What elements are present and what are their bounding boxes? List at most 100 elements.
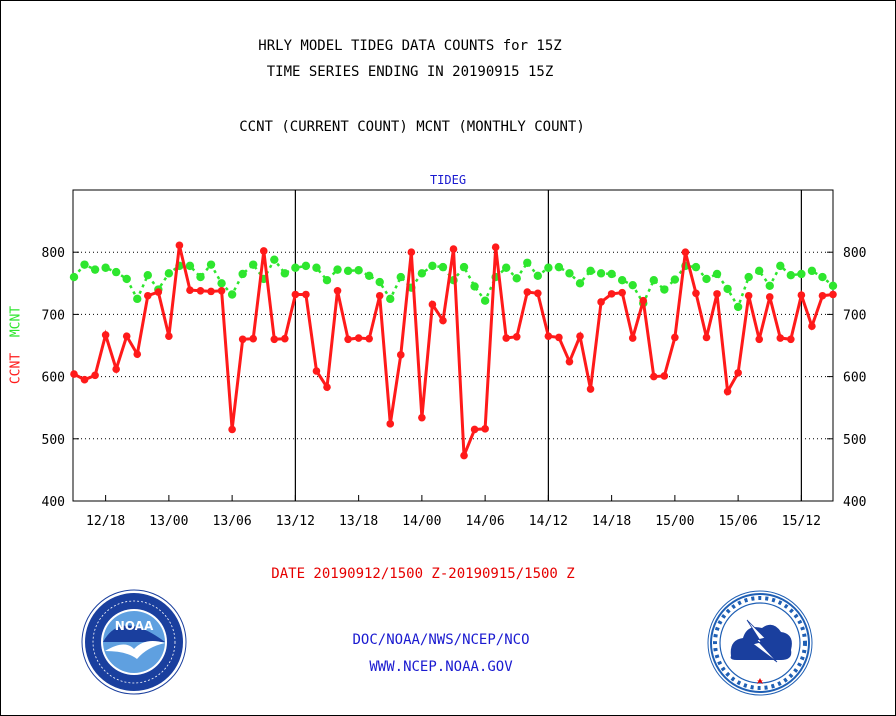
- point-mcnt: [712, 269, 722, 279]
- point-mcnt: [691, 262, 701, 272]
- x-tick-label: 14/00: [402, 514, 441, 529]
- x-tick-label: 13/18: [339, 514, 378, 529]
- point-ccnt: [80, 375, 89, 384]
- point-ccnt: [143, 291, 152, 300]
- point-ccnt: [639, 296, 648, 305]
- point-mcnt: [723, 284, 732, 294]
- y-tick-label-left: 500: [42, 433, 65, 448]
- point-mcnt: [544, 263, 553, 272]
- y-axis-ticks: 400 400 500 500 600 600 700 700 800 800: [42, 246, 867, 510]
- point-mcnt: [354, 266, 363, 275]
- point-ccnt: [165, 332, 173, 340]
- point-ccnt: [607, 290, 616, 298]
- point-mcnt: [607, 269, 616, 279]
- point-mcnt: [375, 277, 384, 287]
- x-tick-label: 15/00: [655, 514, 694, 529]
- point-mcnt: [575, 279, 585, 288]
- x-tick-label: 13/12: [276, 514, 315, 529]
- x-tick-label: 12/18: [86, 514, 125, 529]
- point-mcnt: [649, 275, 658, 285]
- point-ccnt: [765, 293, 774, 301]
- point-ccnt: [439, 316, 447, 325]
- y-axis-label: CCNT MCNT: [6, 300, 26, 390]
- point-ccnt: [618, 288, 626, 297]
- point-ccnt: [460, 451, 468, 460]
- point-ccnt: [744, 291, 753, 300]
- point-mcnt: [628, 280, 637, 290]
- x-tick-label: 15/06: [719, 514, 758, 529]
- noaa-logo-icon: NOAA: [81, 589, 187, 695]
- point-mcnt: [786, 271, 796, 280]
- point-mcnt: [523, 258, 532, 267]
- point-ccnt: [270, 335, 279, 344]
- x-tick-label: 14/06: [466, 514, 505, 529]
- y-tick-label-right: 600: [843, 371, 866, 386]
- point-mcnt: [80, 260, 89, 269]
- point-mcnt: [554, 262, 564, 272]
- point-ccnt: [576, 332, 584, 340]
- point-ccnt: [302, 290, 310, 299]
- point-ccnt: [808, 322, 816, 331]
- point-mcnt: [111, 267, 121, 277]
- point-mcnt: [565, 269, 574, 278]
- point-ccnt: [671, 333, 679, 342]
- point-mcnt: [238, 269, 247, 279]
- y-tick-label-left: 600: [42, 371, 65, 386]
- point-ccnt: [449, 245, 458, 253]
- point-mcnt: [270, 255, 279, 264]
- point-mcnt: [90, 265, 100, 274]
- x-tick-label: 14/18: [592, 514, 631, 529]
- point-mcnt: [249, 260, 258, 269]
- title-line-2: TIME SERIES ENDING IN 20190915 15Z: [266, 64, 554, 80]
- point-ccnt: [154, 288, 163, 296]
- point-ccnt: [470, 425, 479, 434]
- point-ccnt: [217, 286, 226, 295]
- y-tick-label-left: 700: [42, 308, 65, 323]
- x-tick-label: 13/06: [213, 514, 252, 529]
- noaa-logo-text: NOAA: [115, 619, 154, 633]
- point-mcnt: [733, 302, 743, 312]
- point-ccnt: [723, 387, 732, 396]
- point-ccnt: [734, 369, 742, 377]
- point-mcnt: [818, 272, 827, 282]
- footer-org: DOC/NOAA/NWS/NCEP/NCO: [352, 632, 530, 648]
- point-ccnt: [628, 334, 637, 342]
- point-ccnt: [428, 300, 437, 309]
- chart-subtitle: CCNT (CURRENT COUNT) MCNT (MONTHLY COUNT…: [239, 119, 585, 135]
- point-ccnt: [702, 333, 711, 342]
- point-ccnt: [133, 350, 142, 359]
- point-mcnt: [185, 261, 195, 271]
- point-mcnt: [133, 294, 142, 304]
- point-ccnt: [386, 420, 395, 428]
- y-tick-label-right: 400: [843, 495, 866, 510]
- y-tick-label-right: 700: [843, 308, 866, 323]
- point-mcnt: [797, 269, 806, 279]
- point-mcnt: [312, 263, 321, 272]
- point-ccnt: [597, 298, 605, 306]
- y-axis-label-ccnt: CCNT: [8, 352, 24, 385]
- point-ccnt: [534, 289, 542, 298]
- point-ccnt: [502, 334, 511, 342]
- point-ccnt: [681, 248, 690, 256]
- point-mcnt: [164, 269, 174, 278]
- point-ccnt: [586, 385, 595, 393]
- point-mcnt: [702, 274, 711, 284]
- y-tick-label-left: 800: [42, 246, 65, 261]
- plot-area: [72, 189, 834, 502]
- point-ccnt: [91, 371, 99, 380]
- nws-logo-icon: [707, 590, 813, 696]
- point-mcnt: [291, 263, 300, 272]
- point-ccnt: [281, 334, 289, 343]
- point-ccnt: [122, 332, 131, 340]
- point-mcnt: [333, 265, 342, 274]
- point-mcnt: [596, 269, 606, 278]
- point-ccnt: [238, 335, 247, 344]
- panel-title: TIDEG: [430, 173, 466, 187]
- point-ccnt: [787, 335, 795, 344]
- point-ccnt: [512, 332, 521, 341]
- point-mcnt: [502, 263, 511, 272]
- point-mcnt: [386, 294, 395, 304]
- point-ccnt: [776, 334, 785, 342]
- point-mcnt: [322, 275, 332, 285]
